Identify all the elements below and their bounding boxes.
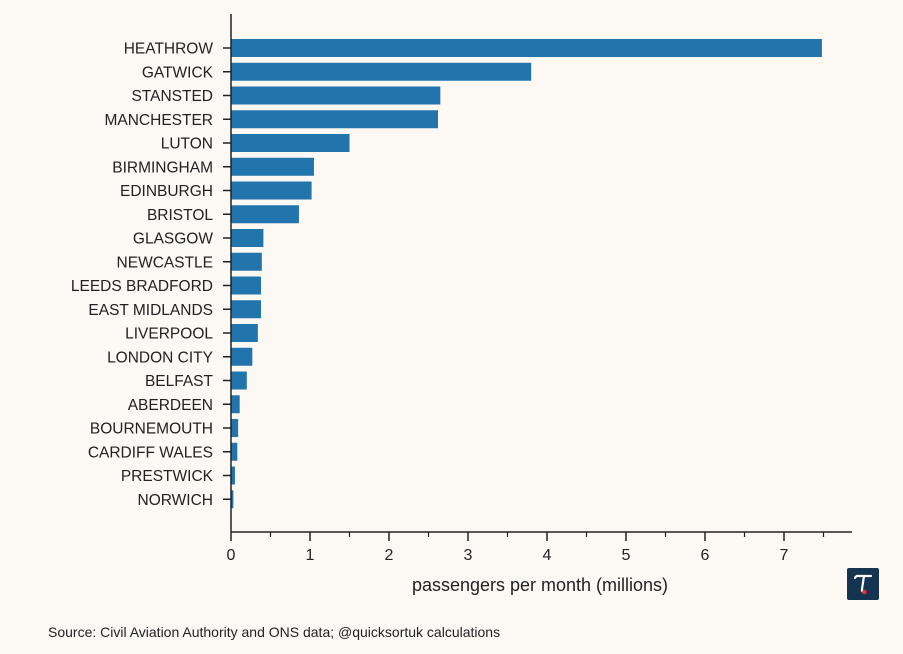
x-tick-label: 0 bbox=[227, 547, 236, 564]
bar bbox=[231, 181, 312, 200]
source-note: Source: Civil Aviation Authority and ONS… bbox=[48, 624, 501, 640]
bar bbox=[231, 276, 262, 295]
category-label: GATWICK bbox=[142, 64, 214, 81]
category-label: NEWCASTLE bbox=[117, 254, 213, 271]
category-label: STANSTED bbox=[131, 88, 213, 105]
bar bbox=[231, 371, 247, 390]
category-label: BIRMINGHAM bbox=[112, 159, 213, 176]
bar bbox=[231, 419, 239, 437]
bar bbox=[231, 205, 299, 224]
bar bbox=[231, 252, 262, 271]
category-label: NORWICH bbox=[138, 492, 214, 509]
category-label: EAST MIDLANDS bbox=[88, 302, 213, 319]
x-tick-label: 1 bbox=[306, 547, 315, 564]
quicksort-logo-icon bbox=[847, 568, 879, 600]
category-label: GLASGOW bbox=[133, 231, 213, 248]
x-tick-label: 5 bbox=[622, 547, 631, 564]
category-label: LIVERPOOL bbox=[125, 326, 213, 343]
bar bbox=[231, 347, 253, 366]
x-tick-label: 2 bbox=[385, 547, 394, 564]
bar bbox=[231, 466, 235, 485]
category-labels: HEATHROW GATWICK STANSTED MANCHESTER LUTON BI… bbox=[71, 41, 214, 509]
bar bbox=[231, 324, 258, 342]
category-label: HEATHROW bbox=[124, 41, 214, 58]
category-label: ABERDEEN bbox=[128, 397, 213, 414]
category-label: PRESTWICK bbox=[121, 468, 214, 485]
bar bbox=[231, 157, 314, 176]
category-label: CARDIFF WALES bbox=[88, 444, 213, 461]
category-label: LEEDS BRADFORD bbox=[71, 278, 213, 295]
x-tick-label: 3 bbox=[464, 547, 473, 564]
x-tick-label: 6 bbox=[701, 547, 710, 564]
bar bbox=[231, 110, 438, 129]
category-label: MANCHESTER bbox=[104, 112, 213, 129]
x-tick-label: 4 bbox=[543, 547, 552, 564]
bar bbox=[231, 442, 238, 461]
bar bbox=[231, 134, 350, 152]
bar bbox=[231, 300, 262, 319]
x-axis-ticks: 0 1 2 3 4 5 6 7 bbox=[227, 532, 825, 564]
bar bbox=[231, 395, 240, 414]
bar bbox=[231, 229, 264, 247]
bars-group bbox=[231, 39, 822, 509]
category-label: BRISTOL bbox=[147, 207, 213, 224]
y-axis-ticks bbox=[223, 47, 231, 500]
category-label: LONDON CITY bbox=[107, 349, 213, 366]
bar bbox=[231, 62, 532, 81]
category-label: LUTON bbox=[161, 136, 213, 153]
x-tick-label: 7 bbox=[780, 547, 789, 564]
bar bbox=[231, 490, 234, 509]
logo-glyph-icon bbox=[853, 574, 873, 595]
category-label: BELFAST bbox=[145, 373, 214, 390]
x-axis-title: passengers per month (millions) bbox=[412, 575, 668, 595]
bar bbox=[231, 39, 822, 57]
bar bbox=[231, 86, 441, 105]
category-label: BOURNEMOUTH bbox=[90, 421, 213, 438]
category-label: EDINBURGH bbox=[120, 183, 213, 200]
